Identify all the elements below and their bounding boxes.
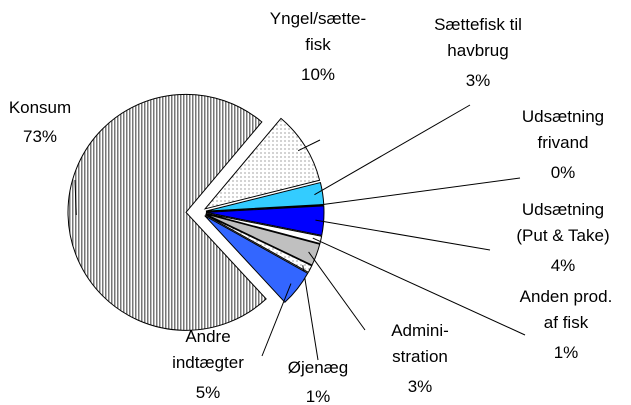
category-label: Andre indtægter — [172, 327, 244, 372]
value-label: 4% — [551, 256, 576, 275]
leader-line — [314, 104, 471, 196]
leader-line — [312, 237, 526, 336]
leader-line — [315, 177, 521, 207]
leader-line — [74, 179, 77, 216]
pie-slice — [205, 212, 323, 245]
category-label: Udsætning frivand — [522, 107, 604, 152]
value-label: 10% — [301, 65, 335, 84]
value-label: 73% — [23, 127, 57, 146]
category-label: Anden prod. af fisk — [520, 287, 613, 332]
value-label: 0% — [551, 163, 576, 182]
value-label: 3% — [466, 71, 491, 90]
pie-slice — [205, 213, 321, 266]
value-label: 3% — [408, 377, 433, 396]
leader-line — [302, 265, 319, 361]
pie-slice — [67, 93, 267, 331]
value-label: 1% — [554, 343, 579, 362]
category-label: Admini-stration — [391, 321, 449, 366]
value-label: 5% — [196, 383, 221, 402]
pie-slice — [205, 214, 313, 274]
pie-slice — [204, 215, 309, 303]
pie-slice — [205, 205, 325, 236]
leader-line — [261, 283, 292, 357]
category-label: Øjenæg — [288, 358, 348, 377]
leader-line — [315, 219, 491, 251]
category-label: Konsum — [9, 98, 71, 117]
category-label: Udsætning (Put & Take) — [516, 200, 609, 245]
pie-slice — [203, 117, 321, 210]
leader-line — [308, 251, 366, 331]
leader-line — [297, 139, 321, 152]
category-label: Yngel/sætte-fisk — [270, 9, 366, 54]
value-label: 1% — [306, 387, 331, 405]
category-label: Sættefisk til havbrug — [434, 15, 522, 60]
